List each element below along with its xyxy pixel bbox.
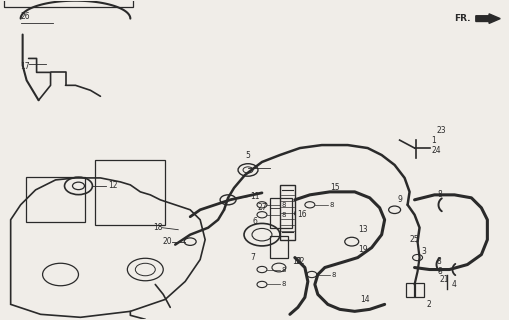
Text: 10: 10 xyxy=(291,257,301,266)
Text: 18: 18 xyxy=(153,223,162,232)
Text: 8: 8 xyxy=(436,257,440,266)
Text: 23: 23 xyxy=(436,126,445,135)
Text: 25: 25 xyxy=(409,235,419,244)
Text: 8: 8 xyxy=(437,190,441,199)
Text: 8: 8 xyxy=(437,267,441,276)
Text: 8: 8 xyxy=(281,282,286,287)
Text: 6: 6 xyxy=(251,217,257,226)
Text: 8: 8 xyxy=(281,267,286,273)
Text: 13: 13 xyxy=(357,225,366,234)
Text: 5: 5 xyxy=(244,150,249,160)
Bar xyxy=(95,160,165,225)
Text: 2: 2 xyxy=(426,300,431,309)
Text: 15: 15 xyxy=(329,183,339,192)
Text: 19: 19 xyxy=(357,245,366,254)
Text: 3: 3 xyxy=(421,247,426,256)
Text: FR.: FR. xyxy=(454,14,470,23)
Text: 16: 16 xyxy=(296,210,306,219)
Text: 12: 12 xyxy=(108,181,118,190)
Text: 8: 8 xyxy=(331,271,335,277)
Text: 14: 14 xyxy=(359,295,369,304)
Text: 17: 17 xyxy=(20,62,30,71)
Text: 7: 7 xyxy=(249,253,254,262)
Text: 21: 21 xyxy=(439,275,448,284)
Text: 8: 8 xyxy=(329,202,333,208)
Text: 20: 20 xyxy=(162,237,172,246)
Bar xyxy=(25,177,86,222)
Text: 27: 27 xyxy=(258,203,267,212)
Text: 11: 11 xyxy=(249,192,259,201)
Text: 22: 22 xyxy=(295,257,305,266)
Bar xyxy=(405,284,422,297)
Text: 24: 24 xyxy=(431,146,440,155)
Text: 1: 1 xyxy=(431,136,435,145)
Text: 9: 9 xyxy=(397,195,402,204)
Text: 4: 4 xyxy=(450,280,456,289)
Bar xyxy=(269,236,288,258)
Text: 8: 8 xyxy=(281,212,286,218)
Bar xyxy=(269,198,291,228)
Bar xyxy=(4,0,133,7)
Text: 26: 26 xyxy=(20,12,30,20)
Text: 8: 8 xyxy=(281,202,286,208)
FancyArrow shape xyxy=(475,14,499,23)
